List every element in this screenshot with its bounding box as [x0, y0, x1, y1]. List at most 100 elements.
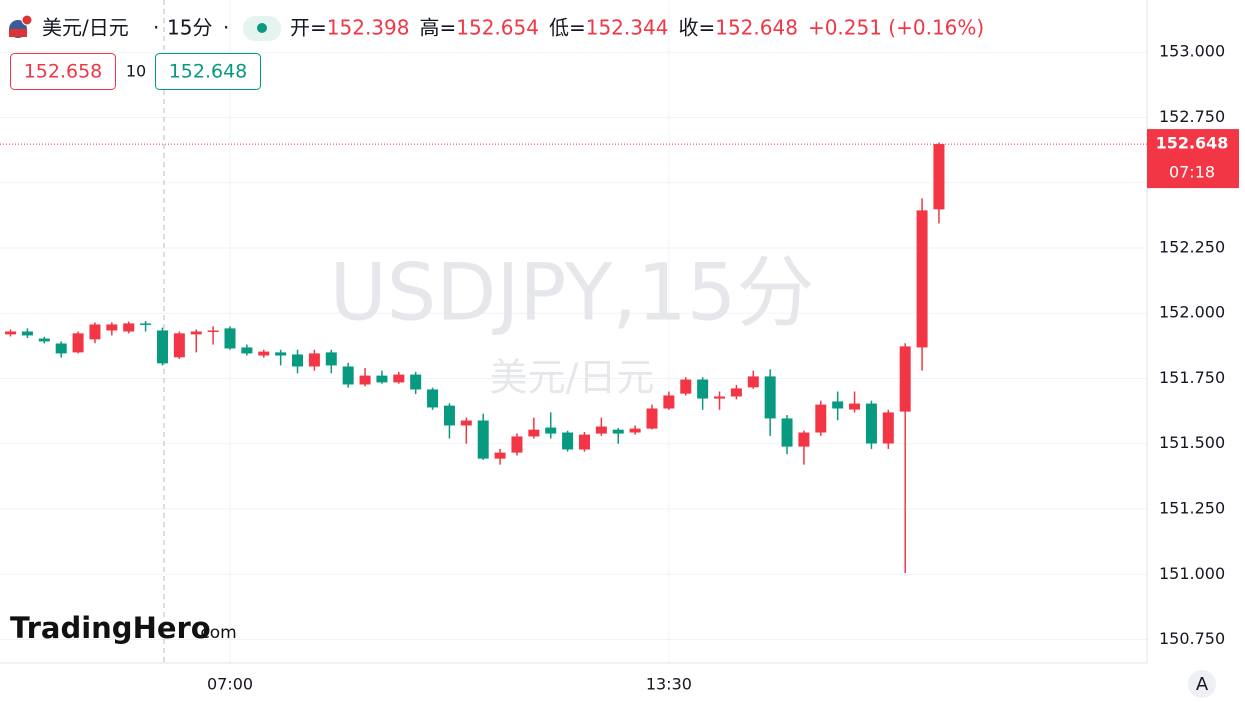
- y-tick-label: 151.750: [1159, 368, 1225, 387]
- candle-body: [511, 436, 523, 453]
- ohlc-value: 152.654: [456, 16, 539, 40]
- candle-body: [595, 426, 607, 434]
- candle-body: [865, 403, 877, 444]
- candle-body: [798, 432, 810, 447]
- candle-body: [359, 375, 371, 385]
- ohlc-label: 收=: [678, 16, 715, 40]
- ohlc-label: 高=: [419, 16, 456, 40]
- candle-body: [241, 347, 253, 354]
- symbol: 美元/日元: [42, 16, 129, 40]
- ohlc-label: 低=: [549, 16, 586, 40]
- price-tag: 152.648 07:18: [0, 129, 1239, 189]
- ohlc-value: 152.344: [586, 16, 669, 40]
- candle-body: [612, 429, 624, 434]
- price-tag-box: [1147, 129, 1239, 189]
- candle-body: [275, 352, 287, 356]
- candle-body: [764, 376, 776, 419]
- candle-body: [443, 405, 455, 426]
- auto-scale-label[interactable]: A: [1196, 674, 1209, 695]
- x-tick-label: 07:00: [207, 675, 253, 694]
- candle-body: [173, 333, 185, 358]
- y-tick-label: 152.250: [1159, 237, 1225, 256]
- auto-scale-button[interactable]: [1188, 670, 1216, 698]
- candle-body: [899, 346, 911, 412]
- candle-body: [5, 331, 17, 335]
- ask[interactable]: 152.648: [169, 61, 248, 83]
- candle-body: [494, 452, 506, 459]
- candle-body: [325, 352, 337, 366]
- flag-icon: [9, 29, 27, 37]
- candle-body: [578, 434, 590, 450]
- y-tick-label: 152.000: [1159, 303, 1225, 322]
- candle-body: [393, 374, 405, 383]
- ohlc-label: 开=: [290, 16, 327, 40]
- watermark-ticker: USDJPY,15分: [330, 248, 815, 338]
- candle-body: [292, 354, 304, 367]
- candle-body: [663, 395, 675, 409]
- candle-body: [106, 324, 118, 331]
- bid[interactable]: 152.658: [24, 61, 103, 83]
- candle-body: [730, 388, 742, 397]
- candle-body: [477, 420, 489, 459]
- candle-body: [849, 403, 861, 410]
- candle-body: [376, 375, 388, 383]
- candle-body: [646, 408, 658, 429]
- candle-body: [933, 144, 945, 210]
- separator: ·: [153, 16, 159, 40]
- candle-body: [832, 401, 844, 409]
- candles: [5, 142, 945, 573]
- price-tag-countdown: 07:18: [1169, 163, 1215, 182]
- candle-body: [747, 376, 759, 388]
- candle-body: [410, 374, 422, 390]
- x-tick-label: 13:30: [646, 675, 692, 694]
- ask-box[interactable]: [155, 53, 261, 90]
- y-tick-label: 151.000: [1159, 564, 1225, 583]
- candle-body: [140, 323, 152, 325]
- candle-body: [460, 420, 472, 426]
- separator: ·: [223, 16, 229, 40]
- candle-body: [916, 210, 928, 348]
- candle-body: [258, 351, 270, 356]
- logo-suffix: .com: [195, 623, 237, 643]
- candle-body: [38, 338, 50, 342]
- grid: [0, 0, 1147, 663]
- spread: 10: [126, 62, 146, 81]
- change: +0.251 (+0.16%): [808, 16, 984, 40]
- candle-body: [21, 331, 33, 336]
- bid-box[interactable]: [10, 53, 116, 90]
- candle-body: [714, 396, 726, 399]
- candle-body: [528, 429, 540, 437]
- header: 美元/日元 · 15分 · 开= 152.398 高= 152.654 低= 152.34…: [9, 14, 984, 90]
- candle-body: [72, 333, 84, 353]
- candle-body: [55, 343, 67, 354]
- candle-body: [815, 404, 827, 433]
- candle-body: [308, 353, 320, 367]
- interval: 15分: [167, 16, 212, 40]
- candle-body: [697, 379, 709, 399]
- candle-body: [562, 432, 574, 450]
- candle-body: [342, 366, 354, 385]
- candle-body: [156, 330, 168, 364]
- candle-body: [882, 412, 894, 444]
- candle-body: [190, 331, 202, 335]
- price-tag-price: 152.648: [1156, 134, 1229, 153]
- candle-body: [123, 323, 135, 332]
- ohlc: 开= 152.398 高= 152.654 低= 152.344 收= 152.648 +0.2…: [290, 16, 984, 40]
- y-tick-label: 151.250: [1159, 498, 1225, 517]
- y-tick-label: 152.750: [1159, 107, 1225, 126]
- candle-body: [629, 428, 641, 433]
- candle-body: [89, 324, 101, 340]
- axes: 150.750 151.000 151.250 151.500 151.750 152.0…: [207, 42, 1225, 694]
- y-tick-label: 153.000: [1159, 42, 1225, 61]
- candle-body: [224, 328, 236, 349]
- y-tick-label: 150.750: [1159, 629, 1225, 648]
- status-dot: [257, 23, 267, 33]
- y-tick-label: 151.500: [1159, 433, 1225, 452]
- ohlc-value: 152.398: [327, 16, 410, 40]
- flag-icon: [21, 14, 33, 26]
- candle-body: [781, 418, 793, 447]
- watermark-name: 美元/日元: [490, 356, 655, 400]
- candle-body: [427, 389, 439, 408]
- candle-body: [545, 427, 557, 434]
